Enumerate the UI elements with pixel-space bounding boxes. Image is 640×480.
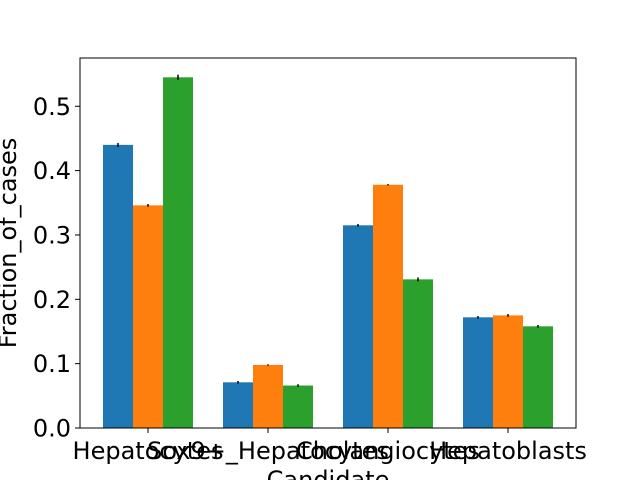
bar — [493, 315, 523, 428]
x-tick-label: Sox9+_Hepatocytes — [147, 437, 389, 465]
x-axis: HepatocytesSox9+_HepatocytesCholangiocyt… — [73, 428, 587, 465]
x-tick-label: Hepatoblasts — [429, 437, 587, 465]
y-tick-label: 0.2 — [33, 286, 71, 314]
plot-frame — [79, 57, 577, 429]
x-axis-label: Candidate — [267, 466, 390, 480]
bar — [163, 77, 193, 428]
y-tick-label: 0.3 — [33, 221, 71, 249]
bar — [403, 279, 433, 428]
y-tick-label: 0.0 — [33, 415, 71, 443]
errorbars-layer — [117, 74, 539, 387]
y-axis-label: Fraction_of_cases — [0, 138, 22, 349]
bar — [223, 382, 253, 428]
bar — [373, 184, 403, 428]
bar — [463, 317, 493, 428]
y-tick-label: 0.4 — [33, 157, 71, 185]
bar — [103, 144, 133, 428]
y-tick-label: 0.5 — [33, 93, 71, 121]
bar — [343, 225, 373, 428]
bars-layer — [103, 77, 553, 428]
y-axis: 0.0 0.1 0.2 0.3 0.4 0.5 — [33, 93, 80, 443]
x-tick-label: Cholangiocytes — [296, 437, 480, 465]
x-tick-label: Hepatocytes — [73, 437, 224, 465]
bar — [133, 205, 163, 428]
bar — [523, 326, 553, 428]
bar — [283, 385, 313, 428]
bar — [253, 364, 283, 428]
y-tick-label: 0.1 — [33, 350, 71, 378]
